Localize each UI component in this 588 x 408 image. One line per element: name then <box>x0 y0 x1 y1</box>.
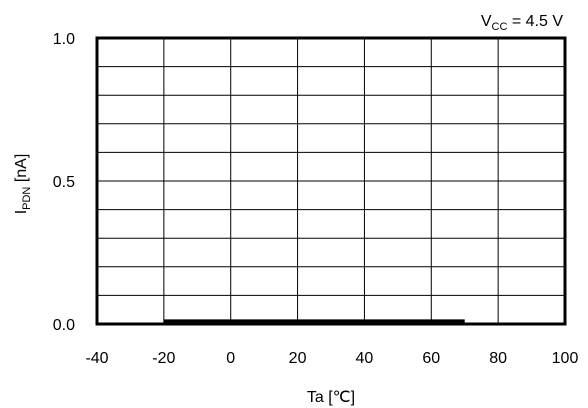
annotation-main: V <box>481 13 492 30</box>
plot-frame <box>95 36 567 326</box>
x-tick-labels: -40 -20 0 20 40 60 80 100 <box>85 350 578 367</box>
y-tick-label: 0.5 <box>53 174 75 191</box>
y-axis-label-suffix: [nA] <box>13 154 30 187</box>
grid-lines <box>97 38 565 324</box>
x-tick-label: 0 <box>226 350 235 367</box>
y-tick-label: 0.0 <box>53 317 75 334</box>
x-tick-label: -20 <box>152 350 175 367</box>
x-tick-label: 80 <box>489 350 507 367</box>
x-tick-label: 60 <box>422 350 440 367</box>
y-axis-label-main: I <box>13 210 30 214</box>
x-axis-label: Ta [℃] <box>307 389 355 406</box>
y-tick-labels: 0.0 0.5 1.0 <box>53 31 75 334</box>
annotation-suffix: = 4.5 V <box>507 13 563 30</box>
y-axis-label-sub: PDN <box>21 187 33 210</box>
x-tick-label: 20 <box>289 350 307 367</box>
x-tick-label: 100 <box>552 350 579 367</box>
x-tick-label: 40 <box>356 350 374 367</box>
annotation-sub: CC <box>492 21 508 33</box>
y-axis-label: IPDN [nA] <box>13 154 33 215</box>
x-tick-label: -40 <box>85 350 108 367</box>
y-tick-label: 1.0 <box>53 31 75 48</box>
condition-annotation: VCC = 4.5 V <box>481 13 563 33</box>
